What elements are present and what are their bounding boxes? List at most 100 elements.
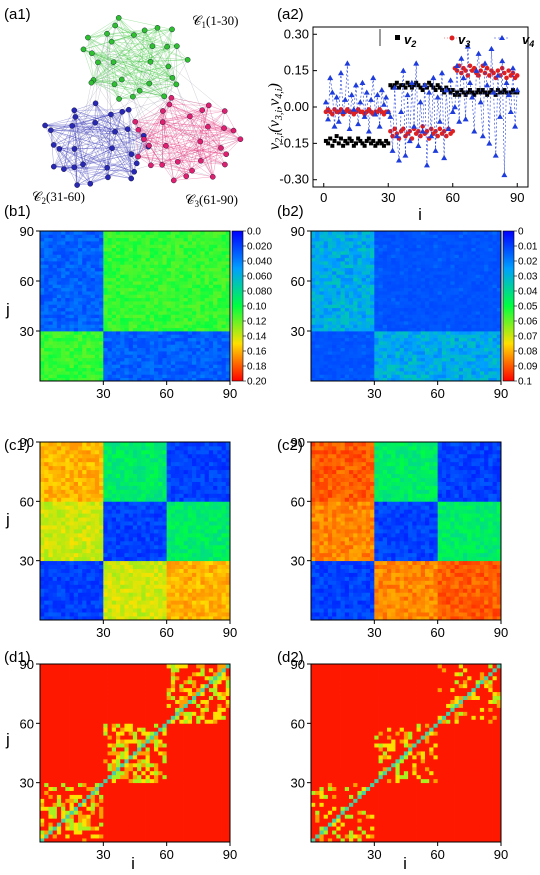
heatmap-cell: [391, 338, 396, 342]
heatmap-cell: [70, 517, 75, 521]
heatmap-cell: [429, 241, 434, 245]
heatmap-cell: [86, 321, 91, 325]
heatmap-cell: [383, 241, 388, 245]
heatmap-cell: [463, 364, 468, 368]
heatmap-cell: [324, 364, 329, 368]
heatmap-cell: [200, 328, 205, 332]
heatmap-cell: [40, 580, 45, 584]
heatmap-cell: [387, 278, 392, 282]
heatmap-cell: [417, 251, 422, 255]
heatmap-cell: [408, 364, 413, 368]
heatmap-cell: [438, 244, 443, 248]
heatmap-cell: [91, 274, 96, 278]
heatmap-cell: [192, 298, 197, 302]
heatmap-cell: [476, 294, 481, 298]
heatmap-cell: [395, 301, 400, 305]
heatmap-cell: [450, 291, 455, 295]
heatmap-cell: [53, 576, 58, 580]
heatmap-cell: [103, 358, 108, 362]
heatmap-cell: [78, 482, 83, 486]
heatmap-cell: [438, 314, 443, 318]
heatmap-cell: [383, 234, 388, 238]
heatmap-cell: [429, 374, 434, 378]
heatmap-cell: [217, 258, 222, 262]
heatmap-cell: [421, 328, 426, 332]
heatmap-cell: [450, 248, 455, 252]
heatmap-cell: [341, 371, 346, 375]
heatmap-cell: [417, 364, 422, 368]
heatmap-cell: [78, 274, 83, 278]
heatmap-cell: [137, 314, 142, 318]
heatmap-cell: [493, 334, 498, 338]
heatmap-cell: [404, 261, 409, 265]
heatmap-cell: [171, 244, 176, 248]
heatmap-cell: [141, 301, 146, 305]
heatmap-cell: [387, 344, 392, 348]
heatmap-cell: [120, 278, 125, 282]
heatmap-cell: [349, 298, 354, 302]
heatmap-cell: [349, 338, 354, 342]
heatmap-cell: [362, 354, 367, 358]
heatmap-cell: [171, 364, 176, 368]
heatmap-cell: [476, 284, 481, 288]
heatmap-cell: [61, 557, 66, 561]
heatmap-cell: [48, 328, 53, 332]
heatmap-cell: [387, 294, 392, 298]
heatmap-cell: [48, 533, 53, 537]
heatmap-cell: [150, 304, 155, 308]
heatmap-cell: [200, 321, 205, 325]
heatmap-cell: [40, 254, 45, 258]
heatmap-cell: [82, 304, 87, 308]
heatmap-cell: [108, 331, 113, 335]
network-node: [136, 127, 141, 132]
heatmap-cell: [438, 231, 443, 235]
heatmap-cell: [188, 354, 193, 358]
heatmap-cell: [370, 301, 375, 305]
heatmap-cell: [91, 258, 96, 262]
heatmap-cell: [315, 304, 320, 308]
heatmap-cell: [99, 358, 104, 362]
heatmap-cell: [112, 294, 117, 298]
heatmap-cell: [379, 238, 384, 242]
heatmap-cell: [421, 314, 426, 318]
heatmap-cell: [154, 248, 159, 252]
heatmap-cell: [408, 278, 413, 282]
heatmap-cell: [70, 557, 75, 561]
heatmap-cell: [70, 576, 75, 580]
heatmap-cell: [217, 271, 222, 275]
heatmap-cell: [217, 238, 222, 242]
heatmap-cell: [61, 497, 66, 501]
heatmap-cell: [112, 338, 117, 342]
heatmap-cell: [493, 234, 498, 238]
heatmap-cell: [391, 371, 396, 375]
heatmap-cell: [480, 248, 485, 252]
heatmap-cell: [332, 304, 337, 308]
heatmap-cell: [196, 334, 201, 338]
heatmap-cell: [57, 604, 62, 608]
heatmap-cell: [70, 344, 75, 348]
heatmap-cell: [48, 368, 53, 372]
heatmap-cell: [95, 331, 100, 335]
heatmap-cell: [112, 361, 117, 365]
heatmap-cell: [476, 328, 481, 332]
heatmap-cell: [467, 331, 472, 335]
heatmap-cell: [53, 442, 58, 446]
heatmap-cell: [112, 248, 117, 252]
heatmap-cell: [357, 278, 362, 282]
heatmap-cell: [336, 331, 341, 335]
heatmap-cell: [133, 321, 138, 325]
heatmap-cell: [336, 238, 341, 242]
heatmap-cell: [44, 238, 49, 242]
heatmap-cell: [417, 278, 422, 282]
heatmap-cell: [319, 361, 324, 365]
heatmap-cell: [476, 354, 481, 358]
network-node: [205, 124, 210, 129]
heatmap-cell: [488, 344, 493, 348]
heatmap-cell: [455, 364, 460, 368]
heatmap-cell: [53, 251, 58, 255]
heatmap-cell: [74, 612, 79, 616]
heatmap-cell: [40, 533, 45, 537]
heatmap-cell: [421, 334, 426, 338]
heatmap-cell: [150, 328, 155, 332]
heatmap-cell: [188, 234, 193, 238]
